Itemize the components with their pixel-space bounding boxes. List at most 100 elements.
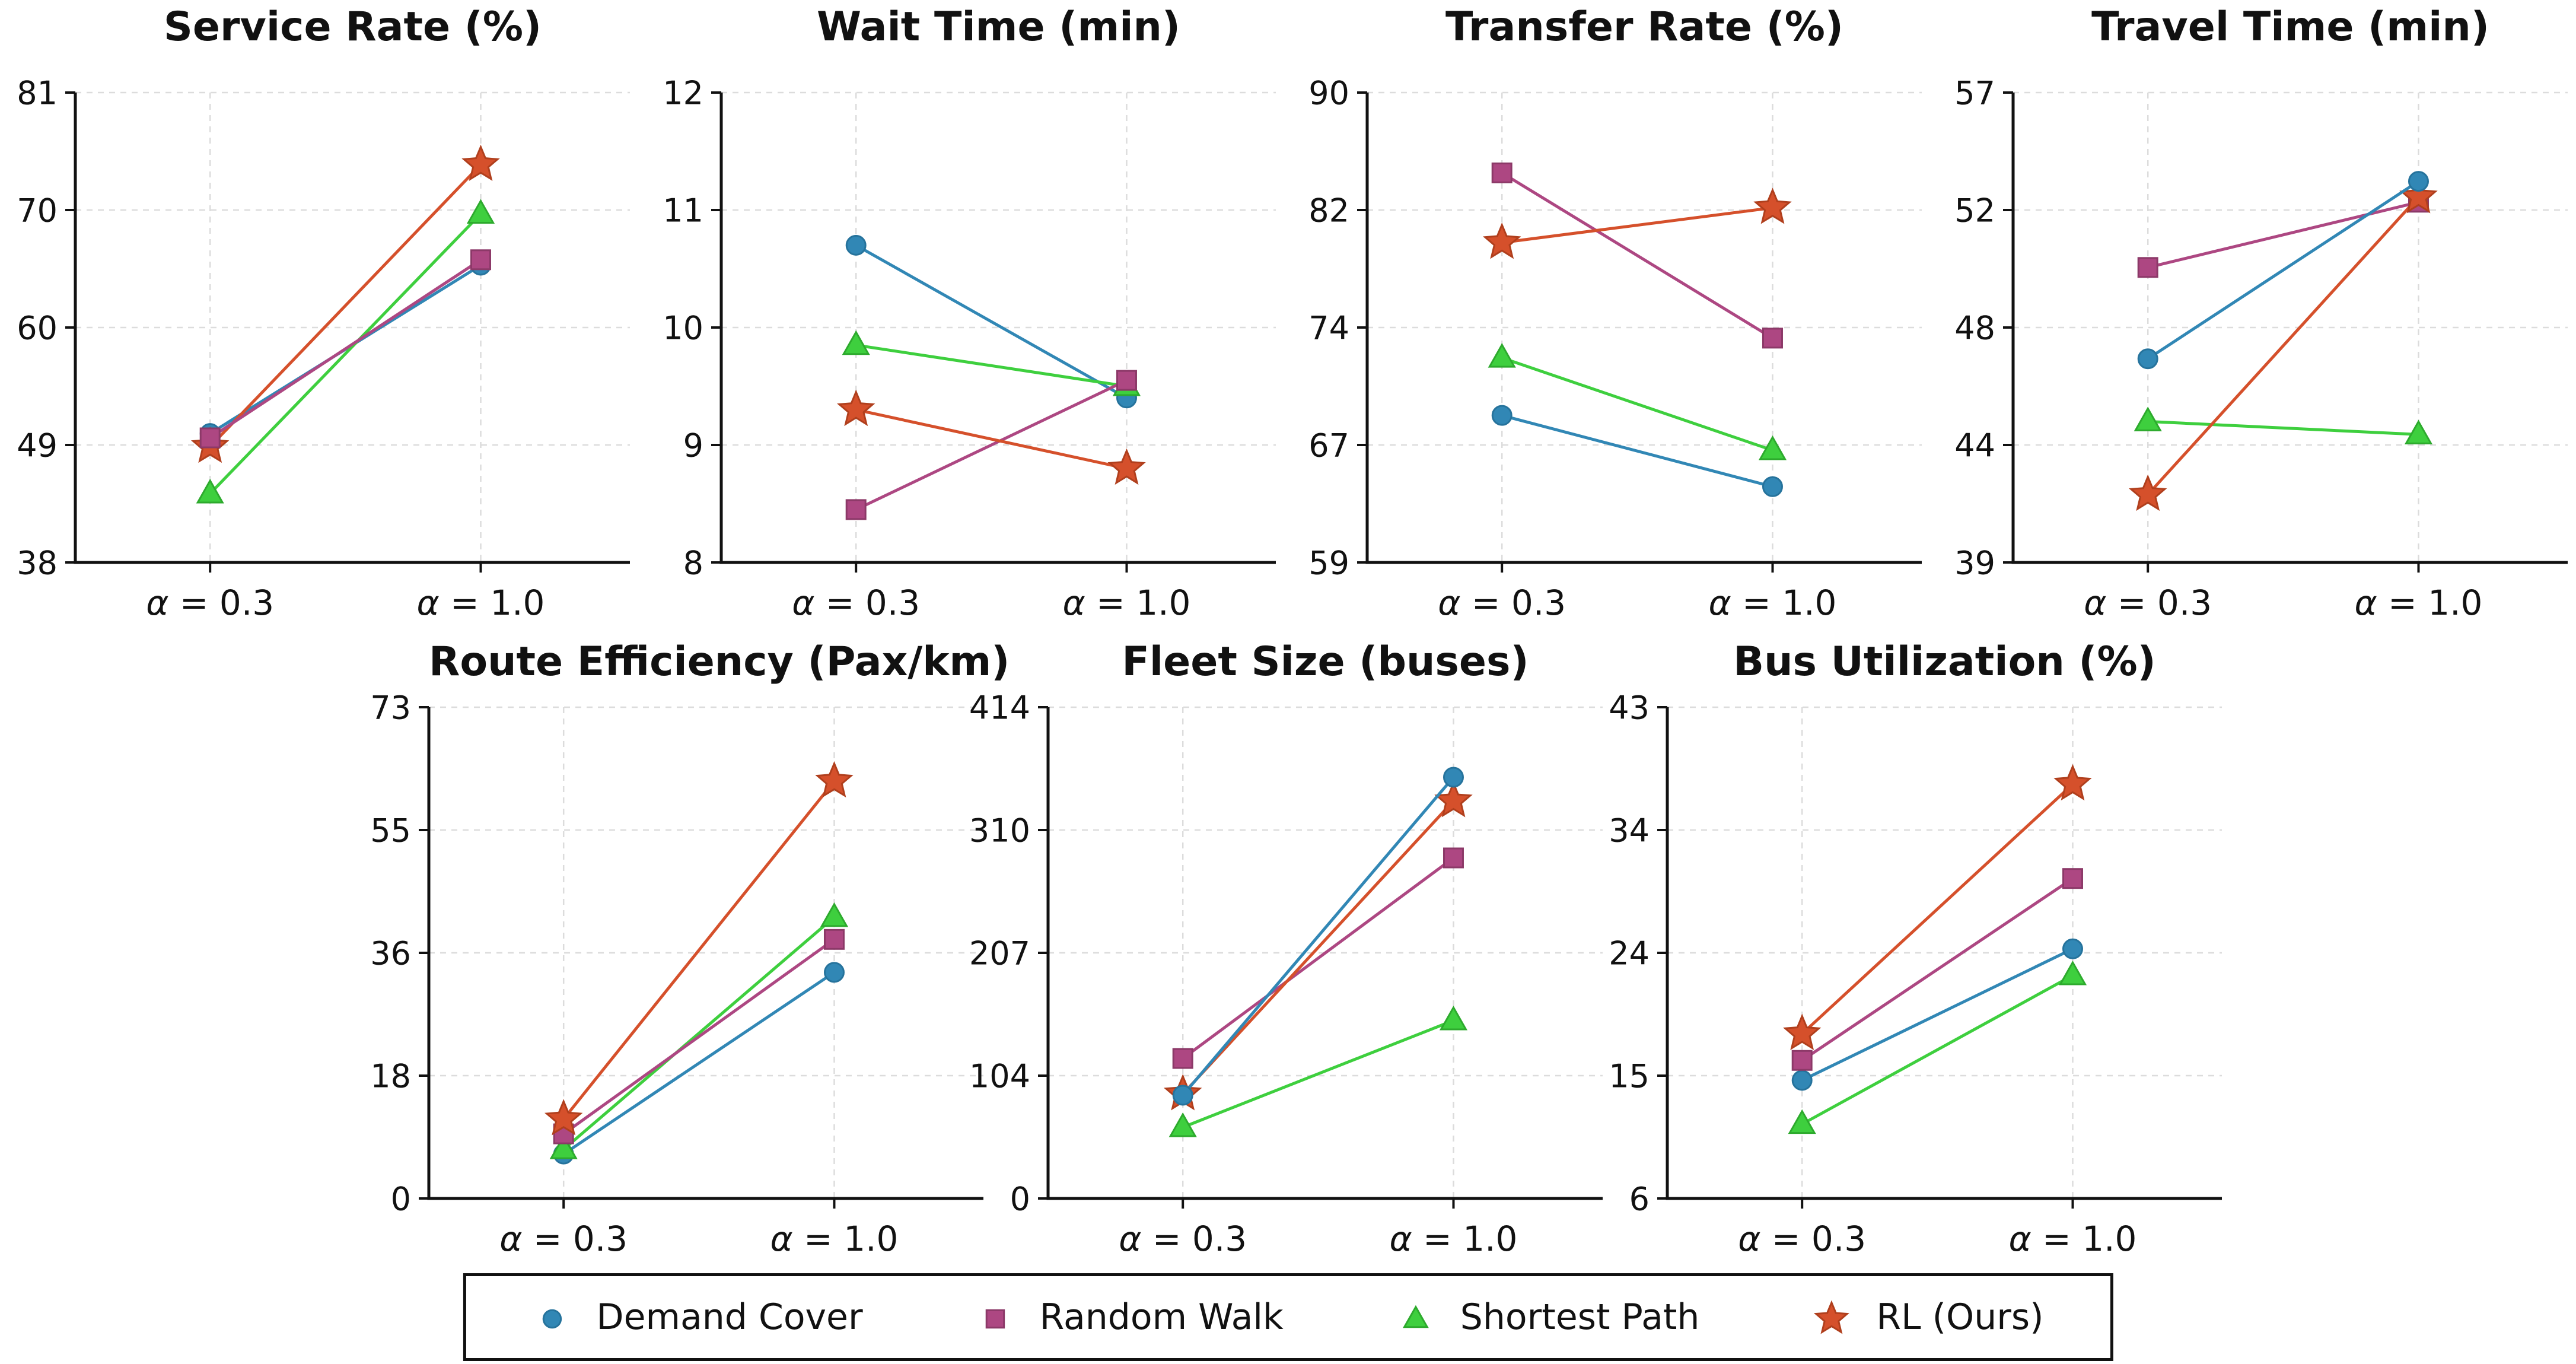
x-tick-label: α = 0.3 [499,1219,628,1259]
x-tick-label: α = 0.3 [146,583,274,623]
x-tick-label: α = 0.3 [1438,583,1566,623]
series-line [854,344,1128,388]
series-line [562,780,836,1121]
series-marker-circle [2062,938,2083,959]
legend-item-random-walk: Random Walk [976,1296,1284,1338]
x-tick-label: α = 0.3 [1119,1219,1247,1259]
legend-label: RL (Ours) [1876,1296,2044,1338]
legend-marker-svg [985,1309,1005,1329]
series-line [2146,180,2420,361]
series-line [2146,201,2420,269]
series-rl-ours- [544,761,854,1136]
y-tick-label: 57 [1954,74,1995,112]
x-tick-label: α = 1.0 [770,1219,899,1259]
legend-marker-square [976,1298,1015,1337]
series-marker-star [836,389,875,427]
series-marker-square [1762,328,1783,349]
series-rl-ours- [836,389,1146,485]
chart-title-transfer-rate: Transfer Rate (%) [1445,4,1843,50]
legend-label: Shortest Path [1460,1296,1700,1338]
series-demand-cover [1172,767,1464,1106]
y-tick-label: 74 [1308,309,1349,346]
series-line [1800,877,2074,1062]
series-marker-square [2137,257,2158,278]
series-marker-star [1482,222,1521,259]
chart-plot-6: 6 15 24 34 43 α = 0.3 α = 1.0 [1609,689,2222,1259]
series-marker-triangle [1488,343,1516,368]
series-marker-circle [845,234,867,256]
series-marker-circle [2408,171,2429,192]
series-marker-circle [542,1309,562,1329]
series-line [1500,356,1774,452]
chart-plot-0: 38 49 60 70 81 α = 0.3 α = 1.0 [17,74,630,623]
series-line [2146,419,2420,436]
series-marker-square [845,499,867,520]
series-demand-cover [2137,171,2429,370]
series-rl-ours- [2128,177,2438,511]
series-marker-triangle [2134,406,2162,431]
series-line [562,915,836,1151]
series-marker-triangle [466,199,495,224]
series-marker-triangle [196,478,224,504]
legend: Demand Cover Random Walk Shortest Path R… [463,1273,2113,1361]
series-marker-square [470,249,491,271]
series-rl-ours- [190,144,500,463]
y-tick-label: 39 [1954,544,1995,581]
series-marker-star [1782,1013,1822,1050]
series-marker-circle [2137,348,2158,370]
x-tick-label: α = 1.0 [2009,1219,2137,1259]
y-tick-label: 67 [1308,427,1349,464]
series-line [1181,775,1455,1097]
chart-title-travel-time: Travel Time (min) [2091,4,2489,50]
y-tick-label: 18 [370,1057,411,1095]
legend-item-rl-ours: RL (Ours) [1812,1296,2044,1338]
y-tick-label: 43 [1609,689,1650,726]
y-tick-label: 73 [370,689,411,726]
series-shortest-path [2134,406,2433,444]
y-tick-label: 59 [1308,544,1349,581]
series-random-walk [1172,847,1464,1069]
series-shortest-path [1488,343,1787,460]
y-tick-label: 52 [1954,192,1995,229]
chart-title-route-efficiency: Route Efficiency (Pax/km) [429,638,1010,685]
y-tick-label: 49 [17,427,58,464]
y-tick-label: 44 [1954,427,1995,464]
y-tick-label: 6 [1629,1180,1650,1217]
y-tick-label: 60 [17,309,58,346]
y-tick-label: 207 [969,934,1030,972]
y-tick-label: 414 [969,689,1030,726]
series-marker-square [1116,370,1137,391]
legend-item-shortest-path: Shortest Path [1396,1296,1700,1338]
legend-marker-svg [1402,1305,1429,1328]
series-random-walk [1491,162,1783,349]
chart-plot-3: 39 44 48 52 57 α = 0.3 α = 1.0 [1954,74,2568,623]
x-tick-label: α = 1.0 [1063,583,1191,623]
series-line [208,212,482,495]
series-marker-circle [1491,405,1513,426]
y-tick-label: 70 [17,192,58,229]
y-tick-label: 9 [683,427,703,464]
x-tick-label: α = 1.0 [1390,1219,1518,1259]
x-tick-label: α = 0.3 [1738,1219,1866,1259]
chart-title-fleet-size: Fleet Size (buses) [1122,638,1529,685]
series-marker-triangle [820,902,849,927]
series-marker-star [1107,448,1146,485]
series-line [1800,947,2074,1082]
series-marker-star [544,1099,583,1136]
chart-plot-2: 59 67 74 82 90 α = 0.3 α = 1.0 [1308,74,1922,623]
x-tick-label: α = 1.0 [417,583,545,623]
series-marker-square [823,929,845,950]
legend-marker-triangle [1396,1298,1435,1337]
legend-label: Demand Cover [596,1296,863,1338]
series-line [1800,783,2074,1036]
series-shortest-path [1168,1005,1468,1137]
legend-marker-star [1812,1298,1851,1337]
x-tick-label: α = 1.0 [1709,583,1837,623]
series-line [208,163,482,449]
x-tick-label: α = 1.0 [2355,583,2483,623]
series-marker-star [815,761,854,798]
chart-title-bus-utilization: Bus Utilization (%) [1733,638,2156,685]
series-shortest-path [549,902,849,1159]
y-tick-label: 36 [370,934,411,972]
